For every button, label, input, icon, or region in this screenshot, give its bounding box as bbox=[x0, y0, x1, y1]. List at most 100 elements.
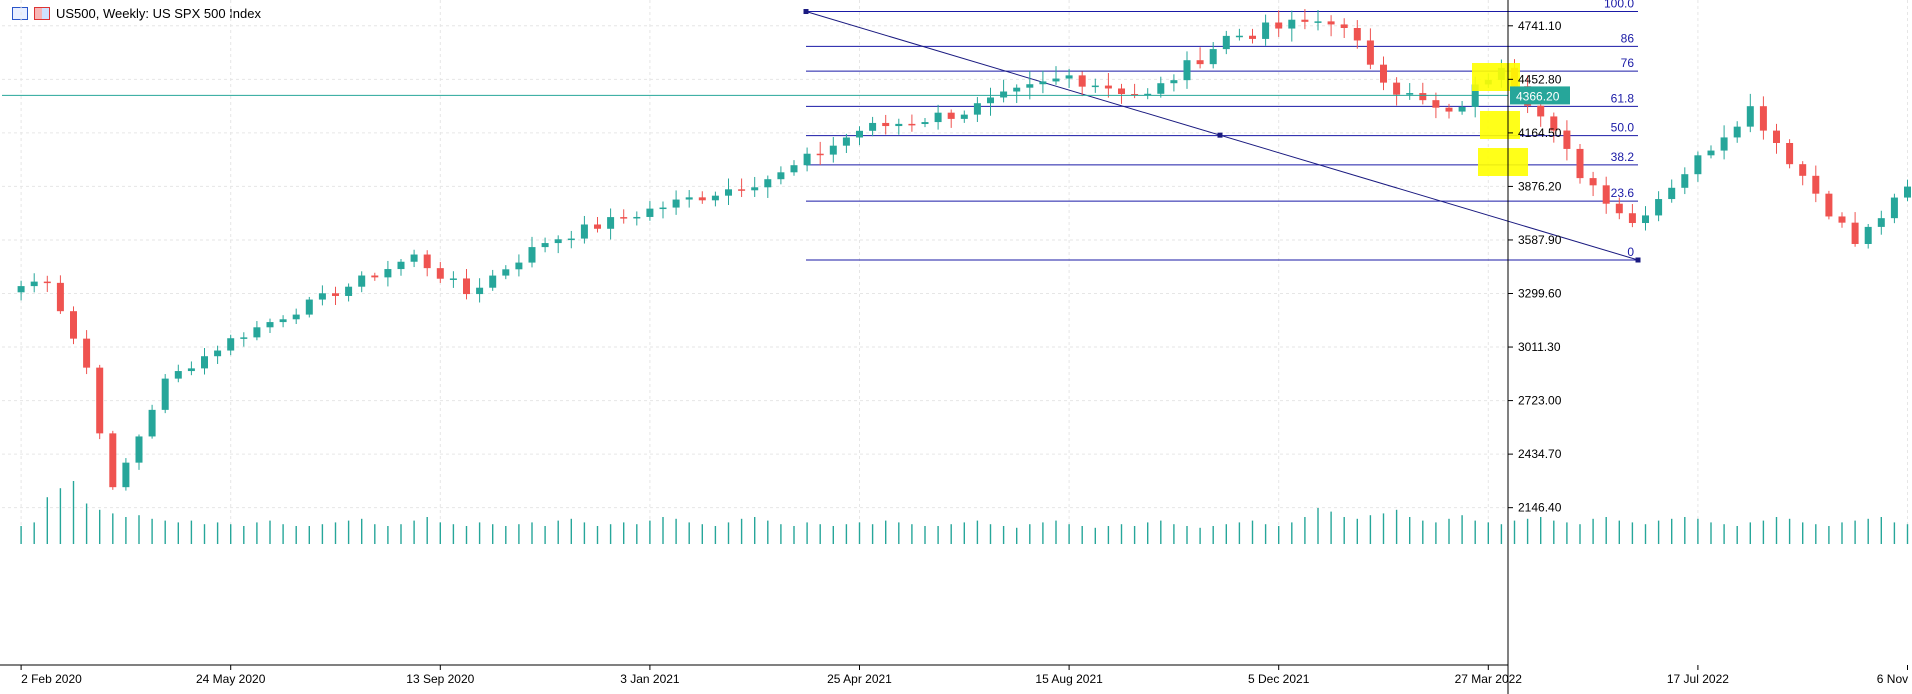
candle-body bbox=[960, 114, 968, 119]
fib-level-label: 76 bbox=[1621, 56, 1635, 70]
candle-body bbox=[1353, 28, 1361, 41]
candle-body bbox=[463, 278, 470, 295]
highlight-mark bbox=[1480, 111, 1520, 139]
candle-body bbox=[122, 462, 130, 488]
candle-body bbox=[148, 409, 156, 437]
price-tick-label: 3587.90 bbox=[1518, 233, 1562, 247]
candle-body bbox=[1288, 19, 1296, 29]
price-tick-label: 2723.00 bbox=[1518, 394, 1562, 408]
candle-body bbox=[541, 243, 549, 248]
price-tick-label: 3876.20 bbox=[1518, 179, 1562, 193]
candle-body bbox=[1694, 155, 1702, 175]
candle-body bbox=[201, 356, 208, 369]
candle-body bbox=[1642, 215, 1649, 224]
candle-body bbox=[1668, 187, 1676, 200]
candle-body bbox=[1078, 75, 1086, 87]
time-tick-label: 25 Apr 2021 bbox=[827, 672, 892, 686]
price-tick-label: 2146.40 bbox=[1518, 501, 1562, 515]
chart-properties-icon[interactable] bbox=[12, 6, 28, 20]
candle-body bbox=[895, 123, 903, 127]
current-price-label: 4366.20 bbox=[1516, 89, 1560, 103]
candle-body bbox=[1537, 105, 1545, 117]
candle-body bbox=[908, 123, 916, 126]
candle-body bbox=[1144, 93, 1152, 96]
candle-body bbox=[1157, 83, 1165, 94]
price-tick-label: 4164.50 bbox=[1518, 126, 1562, 140]
candle-body bbox=[580, 224, 588, 239]
candle-body bbox=[187, 368, 195, 372]
candle-body bbox=[1327, 21, 1335, 25]
candle-body bbox=[1799, 164, 1807, 176]
candle-body bbox=[423, 254, 431, 269]
candle-body bbox=[1720, 137, 1728, 151]
candle-body bbox=[1393, 82, 1401, 95]
candle-body bbox=[109, 433, 117, 488]
candle-body bbox=[567, 238, 575, 241]
candle-body bbox=[371, 275, 379, 278]
candle-body bbox=[1340, 24, 1348, 29]
candle-body bbox=[1065, 75, 1073, 79]
candle-body bbox=[1576, 148, 1584, 179]
candle-body bbox=[1104, 85, 1112, 89]
candle-body bbox=[476, 287, 484, 295]
candle-body bbox=[489, 275, 497, 288]
time-tick-label: 5 Dec 2021 bbox=[1248, 672, 1310, 686]
candle-body bbox=[266, 322, 274, 328]
candle-body bbox=[332, 293, 339, 296]
candle-body bbox=[502, 269, 510, 276]
candle-body bbox=[1707, 150, 1715, 156]
candle-body bbox=[1550, 116, 1558, 131]
candle-body bbox=[161, 378, 169, 410]
candle-body bbox=[1602, 185, 1610, 204]
candle-body bbox=[1301, 19, 1309, 22]
time-tick-label: 6 Nov 2022 bbox=[1877, 672, 1912, 686]
candle-body bbox=[1733, 126, 1741, 138]
current-price-tag bbox=[1510, 86, 1570, 105]
candle-body bbox=[1000, 91, 1008, 98]
time-tick-label: 27 Mar 2022 bbox=[1455, 672, 1523, 686]
candle-body bbox=[1458, 106, 1466, 112]
candle-body bbox=[1091, 85, 1099, 88]
candle-body bbox=[1864, 226, 1872, 244]
candle-body bbox=[973, 103, 981, 115]
candle-body bbox=[1209, 49, 1217, 65]
candle-body bbox=[1786, 142, 1794, 165]
time-tick-label: 17 Jul 2022 bbox=[1667, 672, 1729, 686]
candle-body bbox=[751, 187, 759, 191]
time-tick-label: 2 Feb 2020 bbox=[21, 672, 82, 686]
candle-body bbox=[1851, 222, 1859, 244]
price-tick-label: 2434.70 bbox=[1518, 447, 1562, 461]
candle-body bbox=[279, 319, 287, 323]
candle-body bbox=[816, 153, 824, 156]
candle-body bbox=[1628, 213, 1636, 224]
candle-body bbox=[620, 217, 628, 219]
candle-body bbox=[449, 278, 457, 280]
time-tick-label: 3 Jan 2021 bbox=[620, 672, 680, 686]
candle-body bbox=[1052, 78, 1060, 82]
candle-body bbox=[1759, 106, 1767, 131]
fib-level-label: 23.6 bbox=[1611, 186, 1635, 200]
candle-body bbox=[725, 189, 732, 196]
candle-body bbox=[436, 268, 444, 279]
chart-header: US500, Weekly: US SPX 500 Index bbox=[12, 4, 261, 22]
candle-body bbox=[882, 122, 890, 127]
candle-body bbox=[1013, 87, 1021, 92]
candle-body bbox=[515, 262, 523, 270]
price-tick-label: 3299.60 bbox=[1518, 287, 1562, 301]
trendline-anchor bbox=[1635, 257, 1641, 263]
candle-body bbox=[240, 337, 248, 339]
candle-body bbox=[1118, 88, 1125, 95]
candle-body bbox=[1746, 106, 1754, 127]
candle-body bbox=[1445, 107, 1453, 112]
candle-body bbox=[777, 172, 785, 180]
candle-body bbox=[384, 269, 392, 278]
trendline[interactable] bbox=[803, 9, 1641, 263]
candle-body bbox=[934, 112, 942, 123]
price-tick-label: 4741.10 bbox=[1518, 19, 1562, 33]
candle-body bbox=[1380, 64, 1387, 83]
candle-body bbox=[554, 239, 562, 244]
candle-body bbox=[1890, 197, 1898, 219]
